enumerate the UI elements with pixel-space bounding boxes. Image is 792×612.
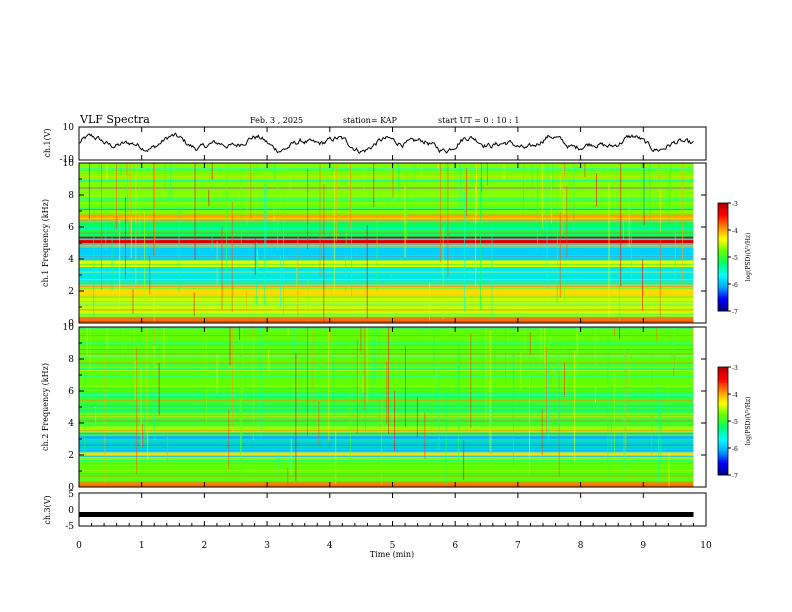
ch3-ytick-bottom: -5 xyxy=(65,522,74,532)
ch3-waveform-frame xyxy=(78,492,707,527)
ch1-ytick-bottom: -10 xyxy=(60,155,75,165)
colorbar-tick-label: -6 xyxy=(732,446,738,453)
colorbar-tick-label: -4 xyxy=(732,392,738,399)
ch1-ytick-top: 10 xyxy=(63,123,75,133)
ch1-waveform-panel: 10 -10 ch.1(V) xyxy=(43,123,707,165)
figure-title: VLF Spectra xyxy=(79,113,150,126)
ch2-spectrogram-ytick: 6 xyxy=(68,387,74,397)
ch2-spectrogram-panel: 0 2 4 6 8 10 ch.2 Frequency (kHz) xyxy=(41,323,707,493)
colorbar-tick-label: -5 xyxy=(732,419,738,426)
spectrogram-band xyxy=(79,426,694,433)
ch3-waveform-panel: 5 0 -5 ch.3(V) xyxy=(43,490,707,532)
ch3-waveform-ylabel: ch.3(V) xyxy=(43,495,52,524)
colorbar-tick-label: -3 xyxy=(732,201,738,208)
colorbar-tick-label: -7 xyxy=(732,473,738,480)
colorbar-tick-label: -4 xyxy=(732,228,738,235)
spectrogram-band xyxy=(79,222,694,237)
time-axis: 0 1 2 3 4 5 6 7 8 9 10 xyxy=(76,127,712,551)
time-axis-tick-label: 2 xyxy=(202,541,208,551)
colorbar-tick-label: -6 xyxy=(732,282,738,289)
ch2-colorbar: -3 -4 -5 -6 -7 log(PSD)(V²/Hz) xyxy=(717,365,752,480)
ch1-spectrogram-ytick: 10 xyxy=(63,159,75,169)
ch1-spectrogram-ylabel: ch.1 Frequency (kHz) xyxy=(41,199,50,287)
spectrogram-band xyxy=(79,327,694,391)
ch2-spectrogram-image xyxy=(79,327,706,488)
time-axis-tick-label: 10 xyxy=(700,541,712,551)
time-axis-tick-label: 4 xyxy=(327,541,333,551)
colorbar-tick-label: -7 xyxy=(732,309,738,316)
ch1-spectrogram-ytick: 8 xyxy=(68,191,74,201)
time-axis-tick-label: 7 xyxy=(515,541,521,551)
ch2-spectrogram-ytick: 0 xyxy=(68,483,74,493)
time-axis-tick-label: 1 xyxy=(139,541,145,551)
station-label: station= KAP xyxy=(343,116,398,125)
ch2-spectrogram-ytick: 4 xyxy=(68,419,74,429)
start-time-label: start UT = 0 : 10 : 1 xyxy=(438,116,519,125)
colorbar-label: log(PSD)(V²/Hz) xyxy=(745,397,752,446)
date-label: Feb. 3 , 2025 xyxy=(250,116,303,125)
ch2-spectrogram-ytick: 10 xyxy=(63,323,75,333)
time-axis-label: Time (min) xyxy=(370,550,414,559)
ch1-waveform-line xyxy=(78,132,694,155)
ch1-spectrogram-image xyxy=(79,163,706,323)
ch1-spectrogram-ytick: 6 xyxy=(68,223,74,233)
time-axis-tick-label: 6 xyxy=(452,541,458,551)
time-axis-tick-label: 3 xyxy=(264,541,270,551)
ch1-spectrogram-ytick: 4 xyxy=(68,255,74,265)
spectrogram-band xyxy=(79,297,694,317)
ch1-colorbar: -3 -4 -5 -6 -7 log(PSD)(V²/Hz) xyxy=(717,201,752,316)
spectrogram-band xyxy=(79,451,694,459)
time-axis-tick-label: 8 xyxy=(578,541,584,551)
ch2-spectrogram-ytick: 8 xyxy=(68,355,74,365)
time-axis-tick-label: 5 xyxy=(390,541,396,551)
ch3-ytick-mid: 0 xyxy=(68,506,74,516)
colorbar-label: log(PSD)(V²/Hz) xyxy=(745,233,752,282)
ch3-ytick-top: 5 xyxy=(68,490,74,500)
ch1-waveform-ylabel: ch.1(V) xyxy=(43,128,52,157)
ch2-spectrogram-ylabel: ch.2 Frequency (kHz) xyxy=(41,363,50,451)
colorbar-tick-label: -3 xyxy=(732,365,738,372)
time-axis-tick-label: 9 xyxy=(640,541,646,551)
ch1-spectrogram-panel: 0 2 4 6 8 10 ch.1 Frequency (kHz) xyxy=(41,159,707,329)
ch1-spectrogram-ytick: 0 xyxy=(68,319,74,329)
ch2-spectrogram-ytick: 2 xyxy=(68,451,74,461)
colorbar-tick-label: -5 xyxy=(732,255,738,262)
time-axis-tick-label: 0 xyxy=(76,541,82,551)
spectrogram-band xyxy=(79,316,694,323)
ch1-spectrogram-ytick: 2 xyxy=(68,287,74,297)
